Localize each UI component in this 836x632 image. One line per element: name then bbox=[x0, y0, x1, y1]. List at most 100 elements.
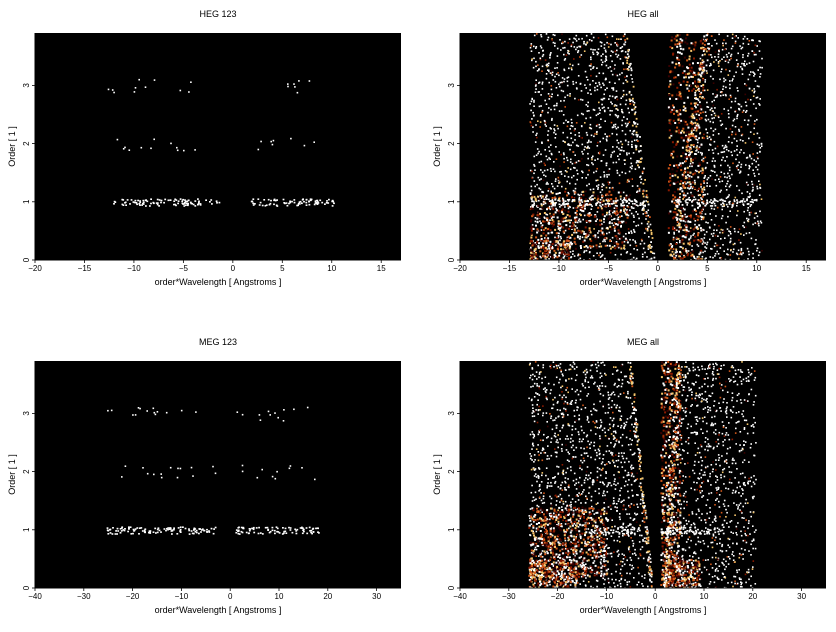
heatmap-pixel bbox=[696, 226, 698, 228]
heatmap-pixel bbox=[758, 223, 760, 225]
heatmap-pixel bbox=[630, 430, 632, 432]
heatmap-pixel bbox=[550, 417, 552, 419]
heatmap-pixel bbox=[554, 397, 556, 399]
heatmap-pixel bbox=[533, 46, 535, 48]
heatmap-pixel bbox=[249, 528, 251, 530]
heatmap-pixel bbox=[715, 243, 717, 245]
heatmap-pixel bbox=[117, 139, 119, 141]
heatmap-pixel bbox=[618, 54, 620, 56]
heatmap-pixel bbox=[202, 528, 204, 530]
heatmap-pixel bbox=[551, 219, 553, 221]
heatmap-pixel bbox=[746, 218, 748, 220]
heatmap-pixel bbox=[570, 364, 572, 366]
heatmap-pixel bbox=[733, 244, 735, 246]
y-tick-label: 3 bbox=[22, 83, 31, 88]
heatmap-pixel bbox=[710, 199, 712, 201]
heatmap-pixel bbox=[749, 40, 751, 42]
heatmap-pixel bbox=[717, 235, 719, 237]
heatmap-pixel bbox=[188, 530, 190, 532]
heatmap-pixel bbox=[636, 132, 638, 134]
heatmap-pixel bbox=[572, 224, 574, 226]
heatmap-pixel bbox=[739, 45, 741, 47]
heatmap-pixel bbox=[670, 111, 672, 113]
heatmap-pixel bbox=[686, 59, 688, 61]
heatmap-pixel bbox=[206, 529, 208, 531]
heatmap-pixel bbox=[739, 152, 741, 154]
heatmap-pixel bbox=[696, 147, 698, 149]
heatmap-pixel bbox=[737, 210, 739, 212]
heatmap-pixel bbox=[697, 232, 699, 234]
heatmap-pixel bbox=[548, 37, 550, 39]
heatmap-pixel bbox=[739, 130, 741, 132]
heatmap-pixel bbox=[682, 48, 684, 50]
heatmap-pixel bbox=[615, 124, 617, 126]
x-tick-label: −15 bbox=[503, 264, 517, 273]
y-tick-label: 1 bbox=[22, 527, 31, 532]
heatmap-pixel bbox=[727, 35, 729, 37]
heatmap-pixel bbox=[573, 83, 575, 85]
heatmap-pixel bbox=[700, 186, 702, 188]
heatmap-pixel bbox=[752, 257, 754, 259]
heatmap-pixel bbox=[287, 86, 289, 88]
heatmap-pixel bbox=[696, 214, 698, 216]
heatmap-pixel bbox=[642, 190, 644, 192]
heatmap-pixel bbox=[539, 230, 541, 232]
heatmap-pixel bbox=[580, 258, 582, 260]
heatmap-pixel bbox=[728, 422, 730, 424]
heatmap-pixel bbox=[711, 233, 713, 235]
heatmap-pixel bbox=[742, 225, 744, 227]
heatmap-pixel bbox=[558, 233, 560, 235]
heatmap-pixel bbox=[673, 237, 675, 239]
heatmap-pixel bbox=[186, 201, 188, 203]
heatmap-pixel bbox=[553, 384, 555, 386]
heatmap-pixel bbox=[714, 56, 716, 58]
heatmap-pixel bbox=[679, 196, 681, 198]
heatmap-pixel bbox=[292, 532, 294, 534]
heatmap-pixel bbox=[576, 145, 578, 147]
heatmap-pixel bbox=[702, 421, 704, 423]
heatmap-pixel bbox=[712, 537, 714, 539]
heatmap-pixel bbox=[557, 72, 559, 74]
heatmap-pixel bbox=[735, 98, 737, 100]
heatmap-pixel bbox=[736, 149, 738, 151]
heatmap-pixel bbox=[693, 146, 695, 148]
heatmap-pixel bbox=[590, 240, 592, 242]
panel-title: MEG 123 bbox=[199, 337, 237, 347]
heatmap-pixel bbox=[560, 171, 562, 173]
x-tick-label: −20 bbox=[28, 264, 42, 273]
heatmap-pixel bbox=[533, 101, 535, 103]
heatmap-pixel bbox=[702, 87, 704, 89]
heatmap-pixel bbox=[735, 72, 737, 74]
heatmap-pixel bbox=[557, 62, 559, 64]
heatmap-pixel bbox=[696, 419, 698, 421]
heatmap-pixel bbox=[700, 239, 702, 241]
heatmap-pixel bbox=[603, 84, 605, 86]
heatmap-pixel bbox=[194, 205, 196, 207]
heatmap-pixel bbox=[587, 142, 589, 144]
heatmap-pixel bbox=[606, 56, 608, 58]
heatmap-pixel bbox=[563, 257, 565, 259]
heatmap-pixel bbox=[551, 247, 553, 249]
heatmap-pixel bbox=[567, 95, 569, 97]
heatmap-pixel bbox=[745, 441, 747, 443]
heatmap-pixel bbox=[621, 51, 623, 53]
heatmap-pixel bbox=[693, 129, 695, 131]
heatmap-pixel bbox=[539, 208, 541, 210]
heatmap-pixel bbox=[677, 43, 679, 45]
heatmap-pixel bbox=[633, 229, 635, 231]
heatmap-pixel bbox=[177, 468, 179, 470]
heatmap-pixel bbox=[549, 251, 551, 253]
heatmap-pixel bbox=[740, 242, 742, 244]
x-tick-label: −5 bbox=[179, 264, 189, 273]
heatmap-pixel bbox=[694, 137, 696, 139]
heatmap-pixel bbox=[158, 527, 160, 529]
heatmap-pixel bbox=[743, 110, 745, 112]
heatmap-pixel bbox=[590, 49, 592, 51]
heatmap-pixel bbox=[703, 158, 705, 160]
heatmap-pixel bbox=[574, 154, 576, 156]
heatmap-pixel bbox=[299, 203, 301, 205]
heatmap-pixel bbox=[705, 222, 707, 224]
heatmap-pixel bbox=[561, 34, 563, 36]
heatmap-pixel bbox=[589, 89, 591, 91]
heatmap-pixel bbox=[600, 246, 602, 248]
